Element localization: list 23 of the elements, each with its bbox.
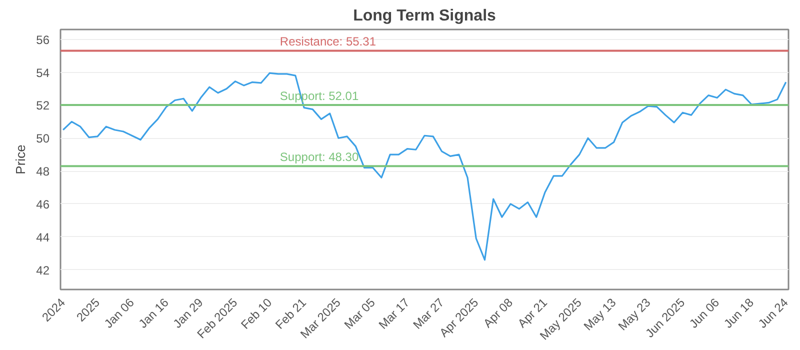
x-tick-label: May 13 <box>581 295 619 334</box>
x-tick-label: Jan 16 <box>136 295 172 331</box>
y-tick-label: 44 <box>36 230 50 244</box>
y-tick-label: 56 <box>36 32 50 47</box>
y-tick-label: 52 <box>36 98 50 113</box>
x-tick-label: Jun 18 <box>721 295 757 331</box>
x-tick-label: Mar 05 <box>342 295 378 332</box>
ref-line-label: Support: 48.30 <box>280 150 359 164</box>
y-tick-label: 48 <box>36 164 50 179</box>
chart-title: Long Term Signals <box>353 8 496 24</box>
x-tick-label: Jun 06 <box>686 295 722 331</box>
x-tick-label: Feb 10 <box>238 295 275 332</box>
x-tick-label: Jan 06 <box>101 295 138 331</box>
y-tick-label: 46 <box>36 197 50 212</box>
y-tick-label: 54 <box>36 66 50 80</box>
x-tick-label: Apr 08 <box>480 295 516 330</box>
ref-line-label: Resistance: 55.31 <box>280 34 376 49</box>
y-tick-label: 50 <box>36 132 50 146</box>
x-tick-label: Mar 17 <box>376 295 412 332</box>
x-tick-label: Jun 24 <box>755 295 792 331</box>
y-tick-label: 42 <box>36 263 50 278</box>
line-series <box>62 72 787 261</box>
y-axis-title: Price <box>13 144 28 174</box>
